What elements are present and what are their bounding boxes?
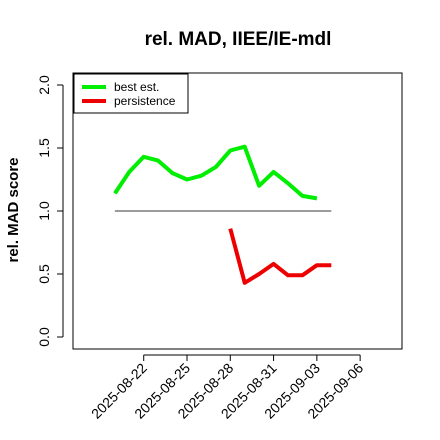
legend-box <box>73 73 189 114</box>
y-tick-label: 1.5 <box>36 138 52 158</box>
series-layer <box>113 144 332 285</box>
plot-area-frame <box>72 72 403 350</box>
legend-label: persistence <box>114 94 176 108</box>
chart-title: rel. MAD, IIEE/IE-mdl <box>145 29 332 50</box>
series-line-best-est <box>113 144 318 201</box>
series-line-persistence <box>228 228 332 285</box>
legend: best est.persistence <box>73 73 189 114</box>
y-tick-label: 0.0 <box>36 327 52 347</box>
axes: 0.00.51.01.52.02025-08-222025-08-252025-… <box>36 75 366 422</box>
legend-label: best est. <box>114 80 159 94</box>
y-axis-label: rel. MAD score <box>5 157 22 262</box>
y-tick-label: 0.5 <box>36 264 52 284</box>
y-tick-label: 2.0 <box>36 75 52 95</box>
y-tick-label: 1.0 <box>36 201 52 221</box>
